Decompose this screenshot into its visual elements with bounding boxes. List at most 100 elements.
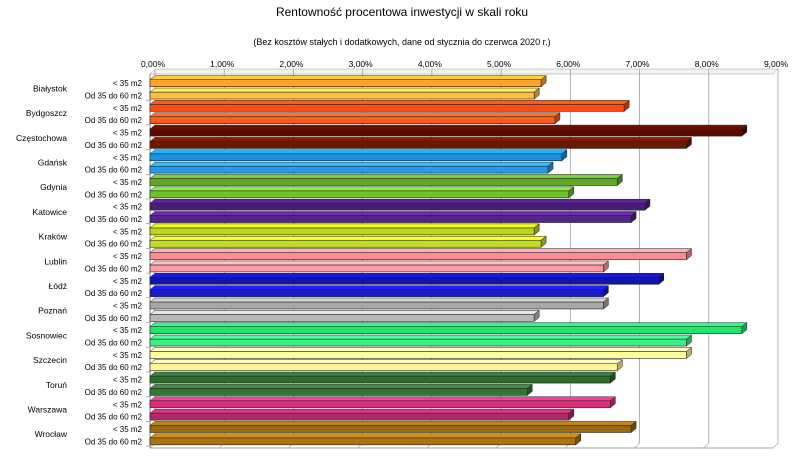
bar-end	[686, 334, 692, 347]
bar	[149, 227, 535, 236]
gridline-foot	[634, 442, 640, 449]
x-tick-label: 4,00%	[418, 59, 443, 69]
bar	[149, 202, 646, 211]
bar-end	[617, 173, 623, 186]
bar-top	[149, 198, 651, 204]
subcategory-label: Od 35 do 60 m2	[85, 190, 143, 199]
subcategory-label: Od 35 do 60 m2	[85, 215, 143, 224]
bar-top	[149, 384, 533, 389]
x-tick-label: 3,00%	[349, 59, 374, 69]
x-tick-label: 5,00%	[487, 59, 512, 69]
bar-end	[617, 359, 623, 372]
bar-top	[149, 421, 637, 426]
chart-title: Rentowność procentowa inwestycji w skali…	[276, 5, 528, 19]
city-label: Poznań	[38, 306, 67, 316]
city-label: Białystok	[33, 83, 68, 93]
subcategory-label: < 35 m2	[113, 153, 143, 162]
bar-end	[686, 136, 692, 149]
bar-end	[527, 383, 533, 396]
bar	[149, 412, 570, 421]
bar-end	[686, 248, 692, 261]
subcategory-label: Od 35 do 60 m2	[85, 388, 143, 397]
bar-end	[533, 309, 540, 322]
gridline-foot	[703, 442, 709, 449]
bar-end	[533, 223, 540, 236]
bar	[149, 165, 549, 174]
bar-top	[149, 112, 561, 117]
bar-end	[568, 186, 575, 199]
bar	[149, 400, 611, 409]
bar-top	[149, 433, 582, 439]
x-tick-label: 6,00%	[556, 59, 581, 69]
bar-end	[630, 211, 637, 224]
city-label: Toruń	[46, 380, 68, 390]
bar-top	[149, 211, 637, 216]
subcategory-label: < 35 m2	[113, 301, 143, 310]
subcategory-label: Od 35 do 60 m2	[85, 363, 143, 372]
subcategory-label: < 35 m2	[113, 178, 143, 187]
bar-end	[610, 396, 616, 409]
bar-top	[149, 137, 693, 142]
subcategory-label: < 35 m2	[113, 227, 143, 236]
bar	[149, 178, 618, 186]
subcategory-label: < 35 m2	[113, 400, 143, 409]
bar	[149, 141, 687, 149]
bar-top	[149, 223, 540, 229]
bar-end	[630, 420, 637, 433]
city-label: Lublin	[44, 256, 67, 266]
bar	[149, 375, 611, 384]
city-label: Bydgoszcz	[26, 108, 67, 118]
bar-top	[149, 297, 610, 303]
bar-top	[149, 347, 693, 352]
bar-end	[540, 235, 547, 248]
subcategory-label: < 35 m2	[113, 351, 143, 360]
bar	[149, 104, 625, 112]
bar-top	[149, 260, 610, 266]
bar	[149, 252, 687, 260]
bar	[149, 301, 604, 310]
bar-end	[540, 75, 547, 88]
subcategory-label: < 35 m2	[113, 203, 143, 212]
bar	[149, 153, 563, 162]
chart-subtitle: (Bez kosztów stałych i dodatkowych, dane…	[253, 37, 550, 47]
x-tick-label: 2,00%	[279, 59, 304, 69]
city-label: Kraków	[39, 232, 68, 242]
bar	[149, 314, 535, 322]
city-label: Częstochowa	[16, 133, 67, 143]
plot-top-wall	[149, 68, 779, 75]
bar	[149, 388, 528, 396]
subcategory-label: Od 35 do 60 m2	[85, 413, 143, 422]
subcategory-label: Od 35 do 60 m2	[85, 437, 143, 446]
bar	[149, 338, 687, 347]
bar-end	[533, 87, 540, 100]
subcategory-label: Od 35 do 60 m2	[85, 141, 143, 150]
bar	[149, 351, 687, 359]
bar-end	[554, 112, 561, 125]
subcategory-label: Od 35 do 60 m2	[85, 92, 143, 101]
bar-end	[547, 161, 554, 174]
bar	[149, 363, 618, 372]
x-axis-ticks: 0,00% 1,00% 2,00% 3,00% 4,00% 5,00% 6,00% 7,00%…	[141, 59, 789, 69]
x-tick-label: 0,00%	[141, 59, 166, 69]
bars	[149, 75, 748, 446]
bar-top	[149, 408, 575, 414]
subcategory-label: < 35 m2	[113, 326, 143, 335]
bar	[149, 276, 660, 285]
bar	[149, 437, 577, 446]
bar-end	[603, 285, 609, 298]
subcategory-label: Od 35 do 60 m2	[85, 264, 143, 273]
bar-top	[149, 310, 540, 315]
bar-end	[623, 99, 630, 112]
x-tick-label: 9,00%	[764, 59, 789, 69]
city-label: Wrocław	[35, 429, 68, 439]
bar-top	[149, 186, 575, 192]
subcategory-label: < 35 m2	[113, 252, 143, 261]
x-tick-label: 7,00%	[626, 59, 651, 69]
bar	[149, 79, 542, 87]
city-label: Szczecin	[33, 355, 67, 365]
bar-top	[149, 371, 617, 377]
bar	[149, 239, 542, 248]
subcategory-label: < 35 m2	[113, 376, 143, 385]
bar-end	[603, 297, 609, 310]
